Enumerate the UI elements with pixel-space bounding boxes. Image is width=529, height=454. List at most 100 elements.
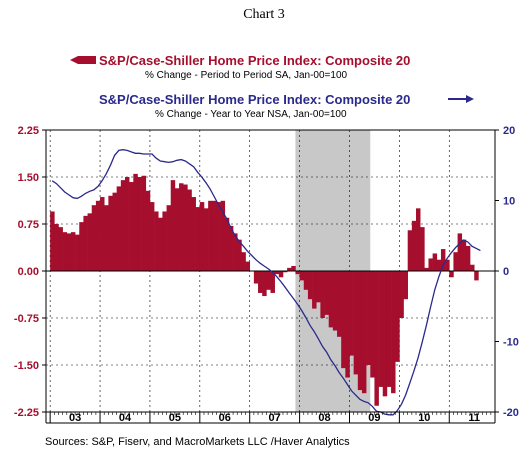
y-right-tick-label: 10 xyxy=(503,196,515,208)
bar xyxy=(216,202,221,271)
bar xyxy=(208,200,213,271)
bar xyxy=(79,222,84,271)
bar xyxy=(470,264,475,271)
bar xyxy=(403,271,408,300)
x-tick-label: 09 xyxy=(368,412,380,424)
bar xyxy=(282,271,288,273)
bar xyxy=(170,180,176,271)
bar xyxy=(183,184,188,271)
legend-bar-subtitle: % Change - Period to Period SA, Jan-00=1… xyxy=(145,70,348,81)
bar xyxy=(449,271,454,278)
bar xyxy=(187,189,192,271)
bar xyxy=(195,207,201,271)
bar xyxy=(203,208,209,271)
bar xyxy=(120,180,126,271)
legend-bar-title: S&P/Case-Shiller Home Price Index: Compo… xyxy=(99,53,410,68)
bar xyxy=(262,271,267,297)
y-left-tick-label: -2.25 xyxy=(14,407,39,419)
bar xyxy=(424,267,429,271)
bar xyxy=(357,271,363,391)
bar xyxy=(145,190,151,271)
bar xyxy=(316,271,321,303)
x-tick-label: 04 xyxy=(119,412,132,424)
legend-line-subtitle: % Change - Year to Year NSA, Jan-00=100 xyxy=(155,109,347,120)
y-left-tick-label: 0.75 xyxy=(18,219,39,231)
bar xyxy=(324,271,330,315)
bar xyxy=(154,211,159,271)
bar xyxy=(129,182,134,271)
bar xyxy=(299,271,305,281)
legend: S&P/Case-Shiller Home Price Index: Compo… xyxy=(70,53,474,120)
bar xyxy=(179,183,184,271)
y-right-tick-label: 0 xyxy=(503,266,509,278)
legend-line-title: S&P/Case-Shiller Home Price Index: Compo… xyxy=(99,92,410,107)
x-tick-label: 06 xyxy=(219,412,231,424)
bar xyxy=(345,271,350,378)
bar xyxy=(174,188,180,271)
bar xyxy=(116,186,122,271)
bar xyxy=(162,211,167,271)
plot-area: 03 04 05 06 07 08 09 10 11 2.25 1.50 0.75 0.00 -0.75 -… xyxy=(14,125,519,424)
bar xyxy=(432,253,438,271)
bar xyxy=(274,271,280,275)
bar xyxy=(166,205,172,271)
x-tick-label: 11 xyxy=(468,412,480,424)
bar xyxy=(158,217,163,271)
bar xyxy=(58,227,63,271)
bar xyxy=(411,220,417,271)
bar xyxy=(370,271,375,378)
y-left-tick-label: 0.00 xyxy=(18,266,39,278)
y-left-tick-label: -0.75 xyxy=(14,313,39,325)
bar xyxy=(245,261,251,271)
bar xyxy=(141,175,147,271)
bar xyxy=(191,197,196,271)
bar xyxy=(212,200,217,271)
legend-bar-rect xyxy=(78,56,96,64)
bar xyxy=(328,271,334,328)
bar xyxy=(307,271,313,300)
bar xyxy=(66,233,72,271)
bar xyxy=(337,271,342,337)
bar xyxy=(445,259,450,271)
bar xyxy=(137,177,142,271)
bar xyxy=(386,271,392,387)
bar xyxy=(378,271,384,387)
bar xyxy=(420,227,425,271)
bar xyxy=(453,252,458,271)
y-right-tick-label: -20 xyxy=(503,407,519,419)
legend-bar-swatch xyxy=(70,56,96,64)
bar xyxy=(407,230,413,271)
y-left-tick-label: 1.50 xyxy=(18,172,39,184)
chart-title: Chart 3 xyxy=(243,7,285,22)
x-tick-label: 10 xyxy=(418,412,430,424)
bar xyxy=(104,205,109,271)
x-tick-label: 08 xyxy=(318,412,330,424)
bar xyxy=(54,224,59,271)
bar xyxy=(228,225,234,271)
bar xyxy=(395,271,400,362)
bar xyxy=(62,232,68,271)
bar xyxy=(112,192,117,271)
bar xyxy=(220,200,226,271)
bar xyxy=(241,252,246,271)
bar xyxy=(87,213,93,271)
legend-bar-arrow xyxy=(70,56,78,64)
bar xyxy=(320,271,325,318)
bar xyxy=(91,205,97,271)
bar xyxy=(399,271,404,318)
bar xyxy=(266,271,271,290)
bar xyxy=(391,271,396,394)
bar xyxy=(295,271,300,275)
bar xyxy=(237,239,242,271)
bar xyxy=(436,259,442,271)
bar xyxy=(100,197,105,271)
bar xyxy=(303,271,309,290)
bar xyxy=(353,271,359,375)
bar xyxy=(291,265,296,271)
bar xyxy=(149,202,155,271)
bar xyxy=(124,177,130,271)
bar xyxy=(199,202,205,271)
bar xyxy=(270,271,275,293)
y-right-tick-label: -10 xyxy=(503,337,519,349)
